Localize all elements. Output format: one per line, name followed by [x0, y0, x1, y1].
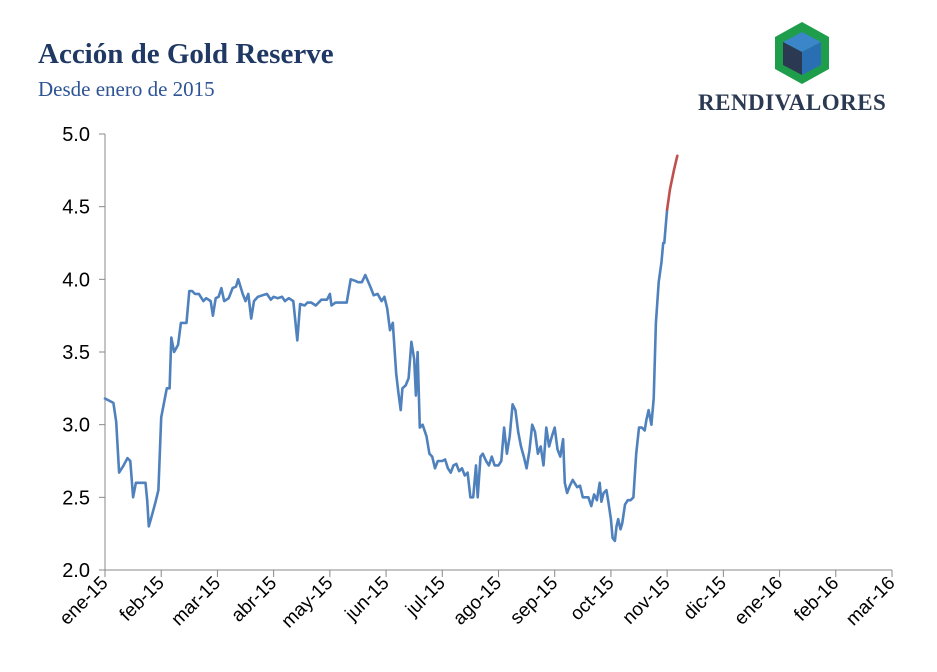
x-tick-label: sep-15 — [506, 573, 562, 629]
y-tick-label: 2.0 — [62, 560, 90, 582]
x-tick-label: feb-15 — [116, 573, 169, 626]
x-tick-label: may-15 — [278, 573, 338, 633]
y-tick-label: 4.5 — [62, 197, 90, 219]
chart-subtitle: Desde enero de 2015 — [38, 77, 215, 101]
x-tick-label: oct-15 — [566, 573, 618, 625]
x-tick-label: jun-15 — [341, 573, 394, 626]
green-hexagon-cube-icon — [775, 22, 829, 84]
y-tick-label: 3.0 — [62, 415, 90, 437]
x-tick-label: abr-15 — [227, 573, 281, 627]
y-tick-label: 3.5 — [62, 342, 90, 364]
y-tick-label: 4.0 — [62, 269, 90, 291]
series-line-0 — [103, 208, 669, 543]
x-tick-label: jul-15 — [401, 573, 449, 621]
series-lines — [103, 154, 679, 543]
y-tick-label: 2.5 — [62, 487, 90, 509]
y-tick-label: 5.0 — [62, 124, 90, 146]
rendivalores-logo: RENDIVALORES — [690, 20, 915, 125]
x-tick-label: feb-16 — [790, 573, 843, 626]
x-tick-label: mar-15 — [168, 573, 225, 630]
x-tick-label: ene-16 — [730, 573, 787, 630]
x-tick-label: nov-15 — [619, 573, 675, 629]
x-tick-label: dic-15 — [679, 573, 730, 624]
chart-axes — [99, 133, 893, 577]
chart-title: Acción de Gold Reserve — [38, 38, 334, 70]
y-tick-labels: 2.0 2.5 3.0 3.5 4.0 4.5 5.0 — [62, 124, 90, 582]
series-line-1 — [665, 154, 679, 211]
x-tick-label: ago-15 — [449, 573, 506, 630]
x-tick-label: mar-16 — [842, 573, 899, 630]
logo-text: RENDIVALORES — [698, 90, 887, 115]
